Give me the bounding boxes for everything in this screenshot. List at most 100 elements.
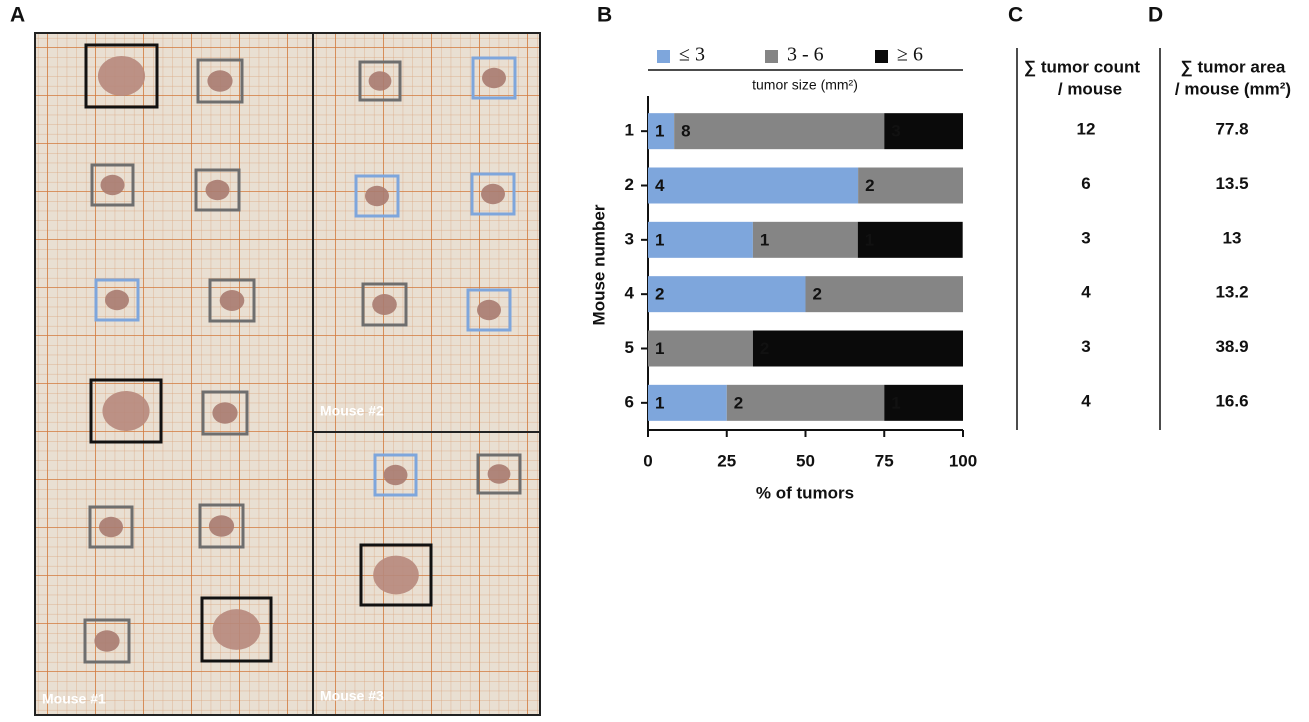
- column-header: ∑ tumor area: [1181, 57, 1286, 76]
- bar-segment: [648, 330, 753, 367]
- tumor: [372, 294, 397, 315]
- legend-title: tumor size (mm²): [752, 77, 858, 93]
- bar-segment: [648, 276, 806, 313]
- bar-label: 2: [760, 339, 769, 358]
- tumor-box: [194, 168, 241, 212]
- bar-segment: [648, 221, 753, 258]
- tumor: [105, 289, 129, 311]
- panel-label: D: [1148, 4, 1163, 27]
- table-value: 38.9: [1215, 337, 1248, 356]
- tumor-box: [471, 56, 517, 100]
- tumor: [99, 516, 123, 538]
- panel-label: A: [10, 4, 25, 27]
- tumor: [100, 174, 125, 196]
- bar-label: 1: [865, 230, 874, 249]
- x-tick-label: 25: [717, 451, 736, 470]
- table-value: 3: [1081, 228, 1090, 247]
- tumor: [102, 390, 150, 432]
- tumor-box: [358, 60, 402, 102]
- x-axis-label: % of tumors: [756, 483, 854, 502]
- panel-label: B: [597, 4, 612, 27]
- bar-segment: [857, 221, 963, 258]
- table-value: 13.2: [1215, 283, 1248, 302]
- photo-label: Mouse #1: [42, 691, 106, 707]
- tumor: [482, 67, 506, 89]
- tumor-box: [361, 282, 408, 327]
- legend-label: ≥ 6: [897, 44, 923, 66]
- tumor-box: [196, 58, 244, 104]
- bar-label: 1: [655, 339, 664, 358]
- tumor: [487, 464, 511, 484]
- tumor-box: [373, 453, 418, 497]
- y-tick-label: 5: [625, 338, 634, 357]
- bar-label: 2: [655, 285, 664, 304]
- tumor: [97, 55, 146, 97]
- bar-label: 4: [655, 176, 665, 195]
- y-tick-label: 4: [625, 284, 635, 303]
- table-value: 12: [1077, 120, 1096, 139]
- tumor-box: [470, 172, 516, 216]
- bar-label: 1: [891, 393, 900, 412]
- photo-label: Mouse #3: [320, 688, 384, 704]
- bar-segment: [648, 113, 675, 150]
- y-axis-label: Mouse number: [589, 204, 608, 325]
- panel-label: C: [1008, 4, 1023, 27]
- tumor: [205, 179, 230, 201]
- legend-swatch: [875, 50, 888, 63]
- tumor: [365, 185, 389, 207]
- column-header: ∑ tumor count: [1024, 57, 1140, 76]
- bar-segment: [648, 384, 727, 421]
- bar-label: 1: [760, 230, 769, 249]
- tumor-box: [200, 596, 273, 663]
- bar-label: 1: [655, 393, 664, 412]
- photo-label: Mouse #2: [320, 403, 384, 419]
- tumor: [481, 183, 505, 205]
- tumor-box: [84, 43, 159, 109]
- bar-segment: [858, 167, 963, 204]
- bar-segment: [752, 330, 963, 367]
- bar-segment: [648, 167, 859, 204]
- tumor-box: [476, 453, 522, 495]
- column-header: / mouse: [1058, 79, 1122, 98]
- bar-segment: [884, 113, 963, 150]
- bar-label: 2: [813, 285, 822, 304]
- y-tick-label: 1: [625, 121, 634, 140]
- tumor-box: [466, 288, 512, 332]
- y-tick-label: 2: [625, 175, 634, 194]
- legend-swatch: [765, 50, 778, 63]
- tumor-box: [94, 278, 140, 322]
- table-value: 13.5: [1215, 174, 1248, 193]
- x-tick-label: 0: [643, 451, 652, 470]
- tumor-box: [88, 505, 134, 549]
- bar-label: 8: [681, 122, 690, 141]
- tumor: [219, 290, 245, 311]
- table-value: 3: [1081, 337, 1090, 356]
- tumor-box: [201, 390, 249, 436]
- legend-label: ≤ 3: [679, 44, 705, 66]
- bar-label: 2: [734, 393, 743, 412]
- tumor: [477, 299, 501, 321]
- bar-label: 3: [891, 122, 900, 141]
- y-tick-label: 3: [625, 229, 634, 248]
- y-tick-label: 6: [625, 392, 634, 411]
- table-value: 4: [1081, 283, 1091, 302]
- table-value: 6: [1081, 174, 1090, 193]
- bar-label: 2: [865, 176, 874, 195]
- x-tick-label: 100: [949, 451, 977, 470]
- legend-swatch: [657, 50, 670, 63]
- tumor: [212, 609, 261, 650]
- table-value: 16.6: [1215, 391, 1248, 410]
- tumor: [94, 630, 120, 652]
- tumor-box: [90, 163, 135, 207]
- tumor-box: [198, 503, 245, 549]
- tumor-box: [83, 618, 131, 664]
- tumor: [368, 71, 392, 91]
- bar-segment: [674, 113, 885, 150]
- x-tick-label: 50: [796, 451, 815, 470]
- photo-panel: [34, 32, 541, 716]
- bar-segment: [726, 384, 885, 421]
- table-value: 4: [1081, 391, 1091, 410]
- tumor: [373, 555, 419, 595]
- tumor: [208, 515, 235, 537]
